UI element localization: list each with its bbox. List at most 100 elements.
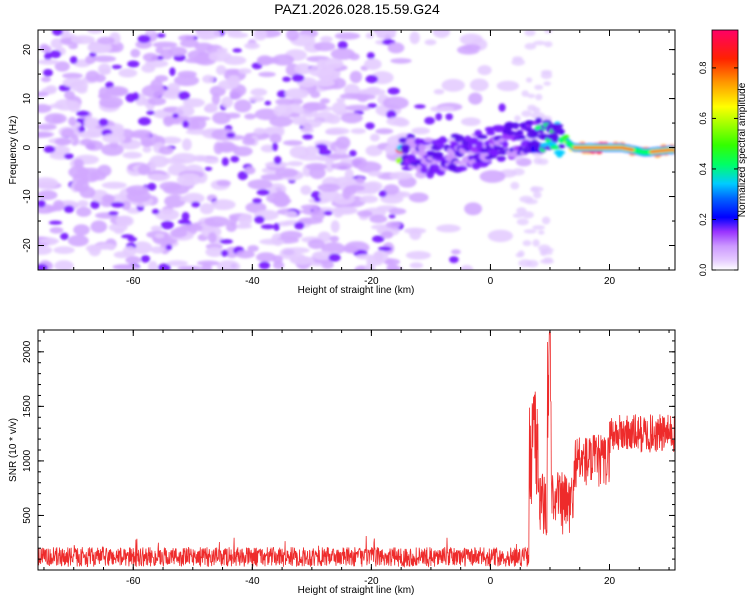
spectrogram-blob [409,31,420,45]
spectrogram-blob [487,229,513,243]
spectrogram-blob [247,179,273,190]
spectrogram-blob [132,241,153,254]
spectrogram-blob [85,55,96,64]
spectrogram-blob [167,46,188,57]
spectrogram-blob [258,71,276,78]
spectrogram-blob [53,246,75,255]
spectrogram-blob [320,98,330,104]
spectrogram-blob [49,50,62,59]
spectrogram-blob [516,218,529,226]
spectrogram-blob [142,52,159,62]
spectrogram-blob [237,171,248,181]
spectrogram-frame [37,29,676,271]
spectrogram-blob [544,41,553,48]
x-tick-label: 20 [604,576,616,587]
signal-mark [522,146,531,154]
spectrogram-x-axis-label: Height of straight line (km) [298,285,415,296]
spectrogram-blob [208,51,232,62]
spectrogram-blob [83,116,94,129]
spectrogram-blob [302,133,314,140]
spectrogram-blob [54,99,76,111]
spectrogram-blob [126,189,152,203]
spectrogram-blob [76,118,83,123]
spectrogram-blob [317,231,332,243]
spectrogram-blob [216,179,231,187]
signal-mark [629,148,635,151]
spectrogram-blob [350,128,366,135]
snr-background [38,330,675,570]
spectrogram-blob [384,144,398,155]
signal-mark [486,131,496,136]
spectrogram-blob [221,96,234,108]
spectrogram-blob [127,236,138,242]
spectrogram-blob [38,245,53,255]
spectrogram-blob [524,30,536,37]
spectrogram-blob [272,142,278,152]
spectrogram-blob [70,134,79,146]
spectrogram-blob [221,157,229,167]
spectrogram-blob [269,116,293,127]
spectrogram-blob [54,61,70,72]
spectrogram-blob [166,260,188,267]
spectrogram-blob [411,127,431,135]
spectrogram-blob [77,131,103,139]
spectrogram-blob [533,40,546,46]
x-tick-label: -20 [364,576,379,587]
x-tick-label: -40 [245,576,260,587]
spectrogram-blob [375,30,396,40]
signal-mark [562,134,570,140]
spectrogram-blob [496,80,520,92]
spectrogram-blob [122,151,143,159]
spectrogram-blob [273,222,280,232]
spectrogram-blob [180,223,202,230]
spectrogram-blob [285,210,298,218]
signal-mark [549,145,561,150]
spectrogram-blob [145,30,156,35]
spectrogram-blob [182,120,190,128]
snr-x-ticks: -60 -40 -20 0 20 [43,330,670,587]
spectrogram-blob [284,88,309,100]
spectrogram-blob [85,70,100,82]
spectrogram-blob [437,106,455,112]
spectrogram-blob [186,116,211,122]
spectrogram-blob [150,79,163,92]
spectrogram-blob [52,30,63,36]
spectrogram-blob [229,88,243,100]
spectrogram-blob [173,74,200,87]
spectrogram-blob [342,187,352,200]
x-tick-label: -40 [245,276,260,287]
spectrogram-panel: -60 -40 -20 0 20 -20 -10 0 10 20 Height of strai… [8,29,676,296]
signal-mark [558,143,566,149]
spectrogram-blob [101,143,124,156]
spectrogram-blob [49,227,64,234]
spectrogram-blob [511,168,525,176]
spectrogram-blob [137,35,151,43]
signal-mark [551,123,564,129]
spectrogram-blob [170,228,188,238]
spectrogram-blob [300,127,314,134]
spectrogram-blob [38,190,58,201]
spectrogram-blob [45,85,58,93]
spectrogram-blob [181,211,190,221]
spectrogram-blob [355,177,365,184]
spectrogram-blob [313,196,322,203]
spectrogram-blob [294,222,305,230]
spectrogram-image [38,30,675,270]
spectrogram-blob [329,235,340,243]
spectrogram-blob [441,78,465,92]
spectrogram-blob [372,235,385,243]
spectrogram-blob [386,116,408,126]
spectrogram-blob [307,239,325,250]
colorbar-tick-label: 0.6 [698,112,708,125]
spectrogram-blob [111,193,126,204]
spectrogram-blob [191,201,201,208]
spectrogram-blob [351,157,368,169]
spectrogram-blob [98,87,109,99]
spectrogram-blob [366,86,381,93]
spectrogram-blob [543,81,551,86]
spectrogram-blob [378,246,392,252]
spectrogram-blob [73,224,90,236]
spectrogram-blob [433,89,445,95]
spectrogram-blob [378,190,387,198]
spectrogram-blob [300,118,322,128]
